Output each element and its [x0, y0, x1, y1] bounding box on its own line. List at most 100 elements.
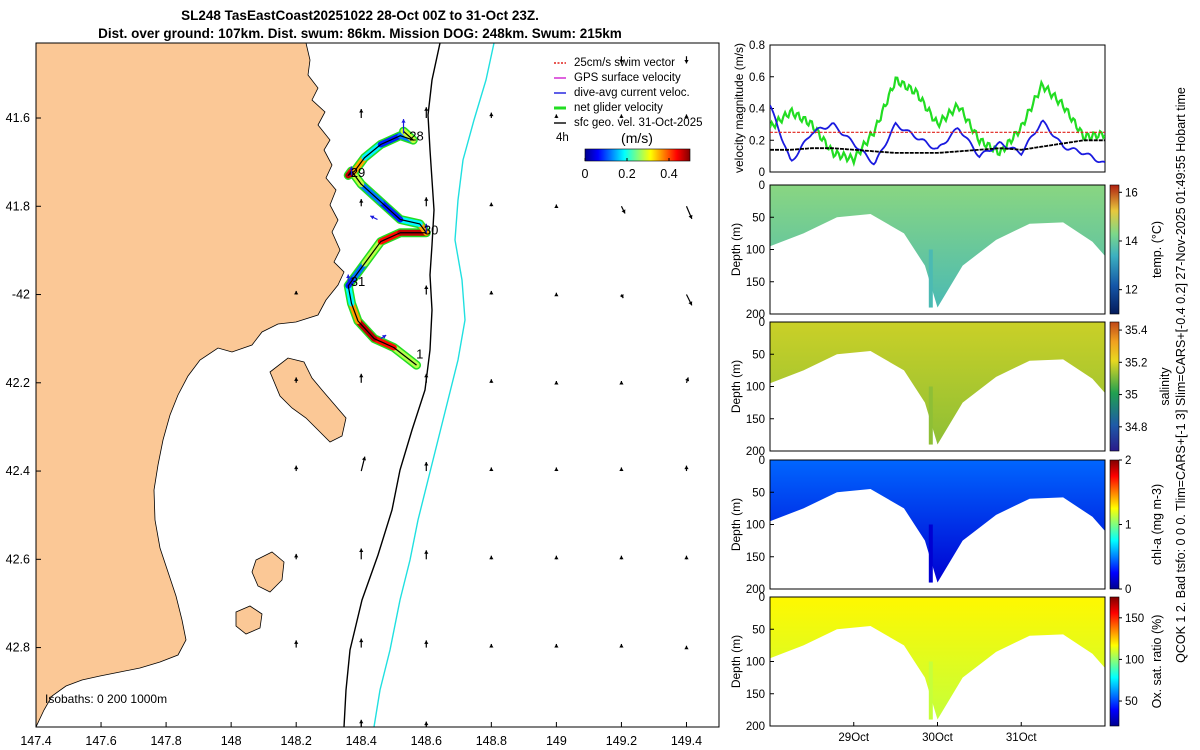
map-xtick-label: 148.4 — [346, 734, 377, 748]
figure-title-line1: SL248 TasEastCoast20251022 28-Oct 00Z to… — [181, 8, 539, 23]
sfc-geo-arrow-head — [554, 643, 559, 648]
sfc-geo-arrow-head — [619, 555, 624, 560]
section-data-fill — [770, 185, 1105, 308]
map-ytick-label: 42.6 — [6, 552, 30, 566]
sfc-geo-arrow-head — [359, 199, 364, 203]
section-cbar-label: 0 — [1125, 584, 1131, 596]
sfc-geo-arrow-head — [359, 719, 364, 724]
time-tick-label: 31Oct — [1006, 732, 1037, 744]
dive-avg-arrow-head — [349, 166, 354, 170]
side-caption: QCOK 1 2. Bad tsfo: 0 0 0. Tlim=CARS+[-1… — [1174, 87, 1188, 663]
sfc-geo-arrow-head — [554, 292, 559, 297]
sfc-geo-arrow-head — [489, 555, 494, 560]
map-ytick-label: -42 — [12, 288, 30, 302]
map-xtick-label: 148 — [221, 734, 242, 748]
sfc-geo-arrow — [684, 114, 689, 119]
sfc-geo-arrow — [359, 109, 364, 119]
colorbar-title: (m/s) — [621, 130, 653, 146]
sfc-geo-arrow — [554, 114, 559, 119]
section-ytick-label: 200 — [746, 721, 765, 733]
sfc-geo-arrow — [489, 202, 494, 207]
section-ytick-label: 100 — [746, 520, 765, 532]
map-ytick-label: 41.8 — [6, 199, 30, 213]
colorbar-tick-label: 0 — [582, 167, 589, 181]
sfc-geo-arrow-head — [424, 462, 429, 466]
section-data-fill — [770, 597, 1105, 720]
island-small-2 — [235, 605, 263, 635]
island-maria — [269, 357, 347, 443]
sfc-geo-arrow — [424, 373, 429, 383]
legend-dive-avg: dive-avg current veloc. — [574, 87, 690, 99]
land-mass — [36, 43, 345, 727]
velocity-ytick-label: 0 — [759, 167, 765, 179]
sfc-geo-arrow — [424, 550, 429, 560]
sfc-geo-arrow-head — [554, 114, 559, 118]
figure-title-line2: Dist. over ground: 107km. Dist. swum: 86… — [98, 26, 622, 41]
sfc-geo-velocity-arrows — [294, 56, 693, 727]
sfc-geo-arrow-head — [619, 643, 624, 648]
sfc-geo-arrow-head — [489, 379, 494, 383]
dive-avg-arrow — [370, 215, 378, 221]
sfc-geo-arrow — [294, 553, 299, 560]
sfc-geo-arrow-head — [619, 114, 624, 118]
sfc-geo-arrow — [489, 379, 494, 383]
sfc-geo-arrow-head — [424, 640, 429, 644]
map-xtick-label: 148.8 — [476, 734, 507, 748]
sfc-geo-arrow-head — [489, 290, 494, 295]
isobath-200m — [343, 43, 441, 727]
section-cbar-label: 150 — [1125, 613, 1144, 625]
sfc-geo-arrow — [619, 380, 624, 385]
sfc-geo-arrow — [424, 285, 429, 295]
map-ytick-label: 42.4 — [6, 464, 30, 478]
section-cbar-label: 2 — [1125, 455, 1131, 467]
sfc-geo-arrow — [684, 645, 689, 650]
sfc-geo-arrow — [554, 467, 559, 472]
velocity-series-line — [770, 139, 1105, 154]
sfc-geo-arrow-head — [361, 456, 367, 461]
section-ytick-label: 50 — [752, 212, 765, 224]
sfc-geo-arrow-head — [688, 214, 693, 219]
sfc-geo-arrow-head — [684, 645, 689, 650]
section-colorbar — [1109, 596, 1120, 727]
section-ytick-label: 50 — [752, 624, 765, 636]
sfc-geo-arrow-head — [294, 377, 299, 381]
section-ytick-label: 0 — [759, 180, 765, 192]
dive-avg-arrow-head — [382, 335, 387, 339]
section-spike — [928, 524, 933, 583]
velocity-ylabel: velocity magnitude (m/s) — [732, 43, 746, 173]
dive-avg-arrow-head — [346, 274, 351, 279]
dive-avg-arrow-head — [370, 215, 375, 220]
section-spike — [928, 249, 933, 308]
sfc-geo-arrow-head — [489, 202, 494, 207]
sfc-geo-arrow — [554, 380, 559, 385]
sfc-geo-arrow-head — [424, 197, 429, 201]
sfc-geo-arrow — [360, 456, 367, 472]
sfc-geo-arrow — [359, 199, 364, 207]
sfc-geo-arrow-head — [684, 114, 689, 118]
sfc-geo-arrow — [424, 640, 429, 648]
sfc-geo-arrow — [554, 555, 559, 560]
sfc-geo-arrow — [619, 555, 624, 560]
section-ytick-label: 150 — [746, 689, 765, 701]
sfc-geo-arrow — [489, 555, 494, 560]
day-label: 30 — [424, 223, 438, 238]
sfc-geo-arrow-head — [684, 465, 689, 470]
sfc-geo-arrow — [620, 206, 626, 214]
sfc-geo-arrow-head — [294, 640, 299, 644]
sfc-geo-arrow — [554, 204, 559, 208]
section-spike — [928, 386, 933, 445]
section-ytick-label: 100 — [746, 245, 765, 257]
sfc-geo-arrow — [359, 638, 364, 648]
section-panel-chla: 0 50 100 150 200 Depth (m) 0 1 2 chl-a (mg m-3) — [729, 455, 1164, 596]
island-small-1 — [251, 551, 285, 593]
velocity-y-axis: 0 0.2 0.4 0.6 0.8 — [749, 40, 774, 179]
sfc-geo-arrow-head — [424, 107, 429, 111]
map-ytick-label: 42.8 — [6, 641, 30, 655]
time-tick-label: 29Oct — [838, 732, 869, 744]
section-colorbar — [1109, 321, 1120, 452]
map-xtick-label: 147.8 — [150, 734, 181, 748]
sfc-geo-arrow-head — [619, 380, 624, 385]
track-line — [347, 130, 427, 366]
sfc-geo-arrow — [424, 107, 429, 119]
section-cbar-label: 12 — [1125, 285, 1138, 297]
